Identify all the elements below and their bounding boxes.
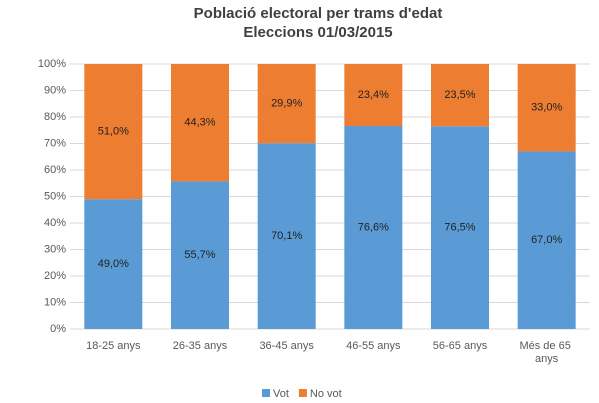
data-label: 76,6% — [358, 221, 389, 233]
x-tick-label: 56-65 anys — [433, 340, 488, 352]
legend-swatch — [262, 389, 270, 397]
y-tick-label: 70% — [44, 137, 66, 149]
data-label: 67,0% — [531, 234, 562, 246]
y-tick-label: 0% — [50, 323, 66, 335]
x-tick-label: 46-55 anys — [346, 340, 401, 352]
data-label: 33,0% — [531, 102, 562, 114]
chart-title: Població electoral per trams d'edat — [194, 5, 443, 22]
x-tick-label: 36-45 anys — [259, 340, 314, 352]
x-tick-label: 26-35 anys — [173, 340, 228, 352]
bar-segment — [84, 64, 143, 200]
bar-segment — [84, 199, 143, 329]
y-tick-label: 40% — [44, 217, 66, 229]
bar-segment — [517, 151, 576, 329]
y-tick-label: 100% — [38, 58, 66, 70]
y-tick-label: 80% — [44, 111, 66, 123]
bar-segment — [344, 126, 403, 329]
bar-segment — [517, 64, 576, 152]
data-label: 23,4% — [358, 89, 389, 101]
chart-subtitle: Eleccions 01/03/2015 — [243, 24, 392, 41]
y-tick-label: 30% — [44, 243, 66, 255]
bar-segment — [431, 64, 489, 127]
data-label: 70,1% — [271, 230, 302, 242]
y-tick-label: 60% — [44, 164, 66, 176]
bar-segment — [344, 64, 403, 127]
data-label: 76,5% — [444, 222, 475, 234]
data-label: 55,7% — [184, 249, 215, 261]
bar-segment — [171, 64, 229, 182]
bar-segment — [257, 64, 316, 144]
y-tick-label: 90% — [44, 84, 66, 96]
data-label: 44,3% — [184, 117, 215, 129]
y-tick-label: 20% — [44, 270, 66, 282]
data-label: 51,0% — [98, 125, 129, 137]
data-label: 29,9% — [271, 98, 302, 110]
x-tick-label: Més de 65 anys — [519, 340, 573, 365]
legend-label: No vot — [310, 388, 342, 400]
data-label: 23,5% — [444, 89, 475, 101]
bar-segment — [257, 143, 316, 329]
bar-segment — [431, 126, 489, 330]
data-label: 49,0% — [98, 258, 129, 270]
x-tick-label: 18-25 anys — [86, 340, 141, 352]
bar-segment — [171, 181, 229, 329]
y-tick-label: 10% — [44, 296, 66, 308]
legend-label: Vot — [273, 388, 289, 400]
y-tick-label: 50% — [44, 190, 66, 202]
legend-swatch — [298, 389, 307, 397]
